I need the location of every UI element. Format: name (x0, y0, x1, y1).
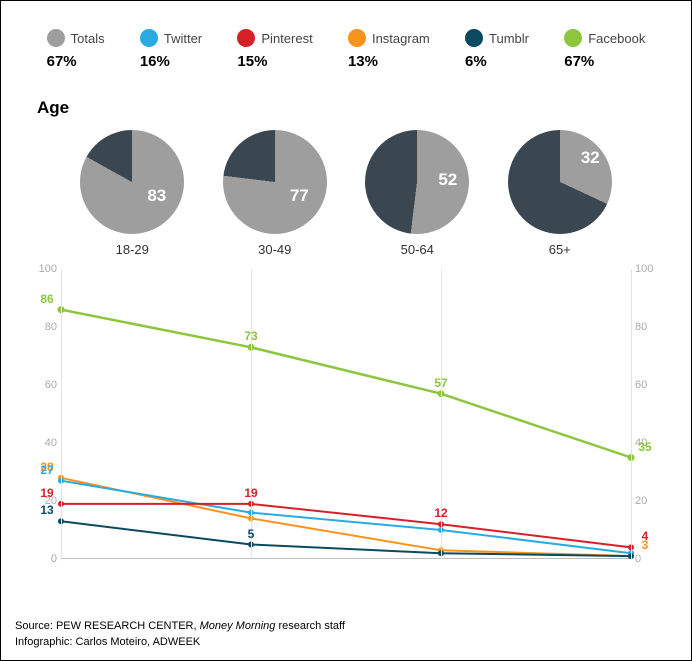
point-label-pinterest: 12 (434, 506, 447, 520)
series-line-twitter (61, 481, 631, 554)
legend-item-instagram: Instagram 13% (348, 29, 430, 70)
pie-caption: 50-64 (401, 242, 434, 257)
credits: Source: PEW RESEARCH CENTER, Money Morni… (15, 619, 345, 650)
y-tick: 60 (635, 379, 659, 391)
y-tick: 40 (33, 437, 57, 449)
legend-item-twitter: Twitter 16% (140, 29, 202, 70)
gridline-vertical (61, 269, 62, 559)
point-label-facebook: 35 (638, 440, 651, 454)
pie-chart: 83 (80, 130, 184, 234)
line-chart: 0020204040606080801001008673573528327191… (61, 269, 631, 559)
y-tick: 60 (33, 379, 57, 391)
y-tick: 100 (635, 263, 659, 275)
infographic-frame: Totals 67% Twitter 16% Pinterest 15% Instagram… (0, 0, 692, 661)
legend-swatch-totals (47, 29, 65, 47)
series-line-instagram (61, 478, 631, 556)
pie-caption: 65+ (549, 242, 571, 257)
point-label-facebook: 57 (434, 376, 447, 390)
line-chart-svg (61, 269, 631, 559)
legend-swatch-facebook (564, 29, 582, 47)
point-label-twitter: 27 (40, 463, 53, 477)
point-label-pinterest: 4 (642, 529, 649, 543)
point-label-tumblr: 5 (248, 527, 255, 541)
pie-chart: 52 (365, 130, 469, 234)
pie-value-label: 32 (581, 148, 600, 168)
y-tick: 80 (635, 321, 659, 333)
credit-source-prefix: Source: PEW RESEARCH CENTER, (15, 620, 200, 632)
point-label-tumblr: 13 (40, 503, 53, 517)
pie-chart: 77 (223, 130, 327, 234)
legend-item-pinterest: Pinterest 15% (237, 29, 312, 70)
legend-label: Facebook (588, 31, 645, 46)
credit-source-suffix: research staff (275, 620, 345, 632)
section-title-age: Age (1, 80, 691, 130)
legend-item-totals: Totals 67% (47, 29, 105, 70)
y-tick: 0 (635, 553, 659, 565)
series-line-pinterest (61, 504, 631, 548)
pie-65+: 32 65+ (508, 130, 612, 257)
pie-value-label: 52 (438, 170, 457, 190)
legend-value: 67% (47, 53, 77, 70)
legend-value: 13% (348, 53, 378, 70)
legend-label: Totals (71, 31, 105, 46)
legend-item-facebook: Facebook 67% (564, 29, 645, 70)
pie-30-49: 77 30-49 (223, 130, 327, 257)
point-label-pinterest: 19 (244, 486, 257, 500)
pie-18-29: 83 18-29 (80, 130, 184, 257)
legend-label: Instagram (372, 31, 430, 46)
legend-value: 6% (465, 53, 487, 70)
legend-swatch-twitter (140, 29, 158, 47)
legend-label: Pinterest (261, 31, 312, 46)
point-label-pinterest: 19 (40, 486, 53, 500)
pie-value-label: 83 (147, 186, 166, 206)
gridline-vertical (631, 269, 632, 559)
gridline-vertical (251, 269, 252, 559)
legend-value: 67% (564, 53, 594, 70)
legend-row: Totals 67% Twitter 16% Pinterest 15% Instagram… (1, 1, 691, 80)
legend-value: 16% (140, 53, 170, 70)
y-tick: 20 (635, 495, 659, 507)
pie-row: 83 18-29 77 30-49 52 50-64 32 65+ (1, 130, 691, 257)
legend-item-tumblr: Tumblr6% (465, 29, 529, 70)
y-tick: 100 (33, 263, 57, 275)
point-label-facebook: 73 (244, 329, 257, 343)
pie-caption: 30-49 (258, 242, 291, 257)
pie-50-64: 52 50-64 (365, 130, 469, 257)
credit-source-em: Money Morning (200, 620, 276, 632)
y-tick: 0 (33, 553, 57, 565)
point-label-facebook: 86 (40, 292, 53, 306)
legend-swatch-instagram (348, 29, 366, 47)
legend-label: Tumblr (489, 31, 529, 46)
pie-chart: 32 (508, 130, 612, 234)
legend-label: Twitter (164, 31, 202, 46)
pie-value-label: 77 (290, 186, 309, 206)
credit-source: Source: PEW RESEARCH CENTER, Money Morni… (15, 619, 345, 634)
series-line-tumblr (61, 521, 631, 556)
credit-infographic: Infographic: Carlos Moteiro, ADWEEK (15, 635, 345, 650)
y-tick: 80 (33, 321, 57, 333)
pie-caption: 18-29 (116, 242, 149, 257)
series-line-facebook (61, 310, 631, 458)
legend-swatch-pinterest (237, 29, 255, 47)
legend-swatch-tumblr (465, 29, 483, 47)
legend-value: 15% (237, 53, 267, 70)
